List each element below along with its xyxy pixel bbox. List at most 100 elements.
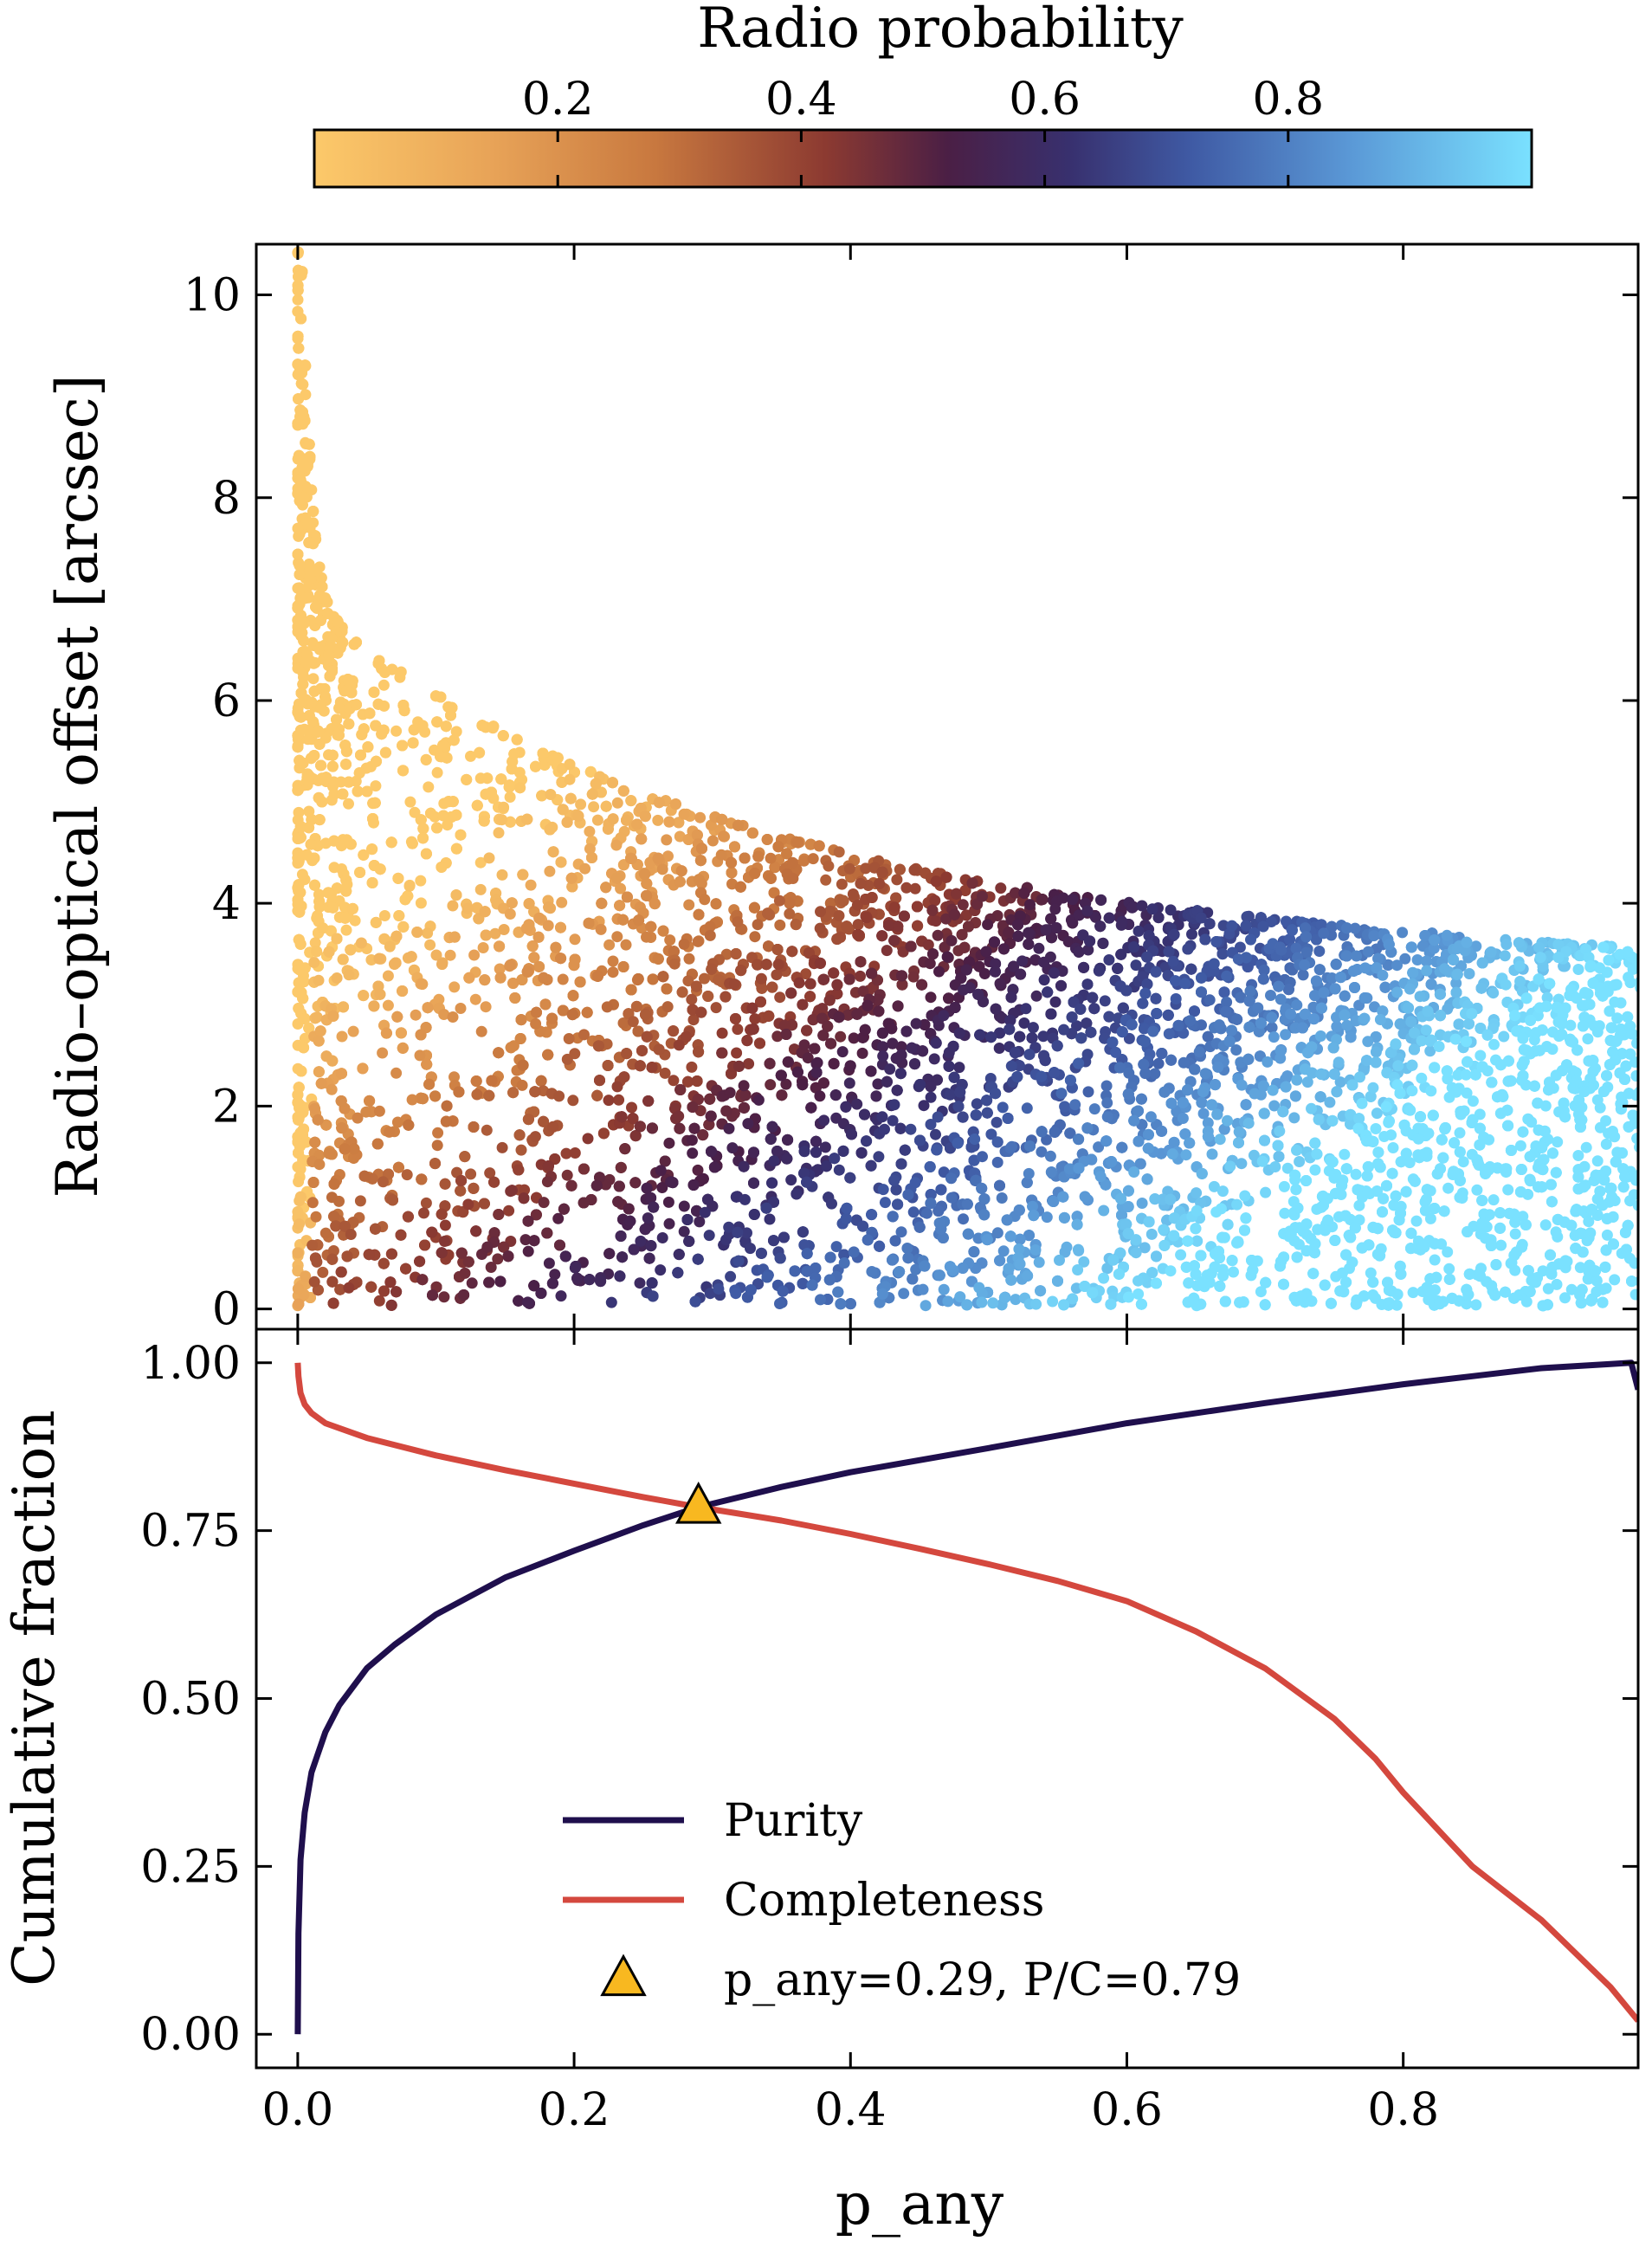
scatter-point: [420, 753, 432, 765]
scatter-point: [455, 1185, 467, 1197]
scatter-point: [674, 875, 686, 888]
scatter-point: [292, 833, 304, 844]
scatter-point: [311, 565, 322, 577]
colorbar-tick-label: 0.8: [1252, 74, 1324, 126]
scatter-point: [341, 1250, 353, 1263]
scatter-point: [555, 953, 567, 965]
scatter-point: [292, 53, 303, 64]
scatter-point: [311, 1011, 323, 1024]
scatter-point: [387, 1194, 398, 1206]
scatter-point: [793, 977, 805, 989]
scatter-point: [732, 1024, 744, 1036]
scatter-point: [649, 898, 661, 910]
scatter-point: [746, 827, 758, 839]
scatter-point: [579, 862, 591, 875]
scatter-point: [442, 796, 455, 808]
scatter-point: [306, 696, 318, 708]
scatter-point: [295, 185, 307, 197]
scatter-point: [431, 766, 443, 778]
scatter-point: [836, 878, 848, 890]
scatter-point: [313, 888, 325, 901]
scatter-point: [673, 1110, 685, 1122]
scatter-point: [565, 872, 578, 884]
scatter-point: [481, 1124, 493, 1136]
scatter-point: [694, 855, 707, 867]
scatter-point: [453, 1086, 465, 1098]
scatter-point: [395, 1229, 407, 1241]
scatter-point: [294, 154, 306, 165]
scatter-point: [293, 115, 304, 126]
scatter-point: [385, 1248, 397, 1260]
scatter-point: [522, 1245, 534, 1257]
scatter-point: [797, 1079, 809, 1091]
scatter-point: [575, 798, 587, 811]
scatter-point: [866, 967, 878, 979]
scatter-point: [293, 115, 304, 126]
scatter-point: [294, 711, 306, 722]
scatter-point: [866, 892, 878, 903]
scatter-point: [417, 823, 429, 835]
scatter-point: [326, 749, 339, 761]
scatter-point: [888, 901, 900, 914]
scatter-point: [319, 592, 332, 604]
scatter-point: [607, 813, 619, 825]
scatter-point: [314, 699, 326, 711]
scatter-point: [692, 935, 704, 947]
scatter-point: [505, 1185, 517, 1198]
scatter-point: [730, 1013, 741, 1024]
scatter-point: [292, 0, 303, 9]
scatter-point: [416, 1173, 428, 1185]
scatter-point: [307, 1177, 319, 1188]
scatter-point: [982, 919, 994, 931]
scatter-point: [328, 862, 340, 874]
scatter-point: [792, 836, 804, 849]
scatter-point: [686, 1061, 698, 1073]
scatter-point: [380, 1027, 392, 1039]
scatter-point: [661, 834, 673, 846]
scatter-point: [422, 1002, 434, 1014]
scatter-point: [518, 1192, 530, 1204]
scatter-point: [332, 616, 344, 628]
scatter-point: [561, 1169, 573, 1181]
scatter-point: [945, 934, 958, 946]
scatter-point: [293, 806, 305, 818]
scatter-points: [292, 0, 1638, 1312]
scatter-point: [389, 958, 401, 970]
scatter-point: [652, 852, 664, 864]
scatter-point: [645, 920, 657, 933]
scatter-point: [293, 119, 304, 130]
scatter-point: [786, 856, 798, 869]
scatter-point: [293, 119, 304, 130]
scatter-point: [487, 720, 500, 733]
scatter-point: [481, 1241, 494, 1253]
scatter-point: [617, 961, 629, 972]
scatter-point: [439, 1219, 451, 1231]
scatter-point: [319, 1227, 332, 1239]
scatter-point: [907, 971, 920, 983]
scatter-point: [292, 68, 303, 79]
scatter-point: [298, 976, 310, 988]
scatter-point: [617, 785, 629, 797]
scatter-point: [293, 393, 304, 405]
scatter-point: [572, 810, 584, 822]
scatter-point: [978, 968, 991, 979]
scatter-point: [615, 1161, 627, 1173]
scatter-point: [706, 963, 718, 975]
scatter-point: [295, 150, 307, 161]
scatter-point: [911, 901, 923, 913]
scatter-point: [891, 874, 903, 886]
scatter-point: [496, 1141, 508, 1153]
scatter-point: [397, 739, 409, 752]
scatter-point: [772, 959, 784, 971]
scatter-point: [313, 814, 326, 826]
scatter-point: [732, 819, 744, 831]
scatter-point: [743, 1058, 755, 1069]
scatter-point: [336, 1030, 348, 1043]
scatter-point: [479, 906, 491, 918]
scatter-point: [295, 1065, 307, 1077]
scatter-point: [309, 1136, 321, 1148]
scatter-point: [523, 919, 535, 931]
scatter-point: [303, 572, 315, 584]
scatter-point: [293, 99, 304, 110]
scatter-point: [625, 795, 637, 807]
